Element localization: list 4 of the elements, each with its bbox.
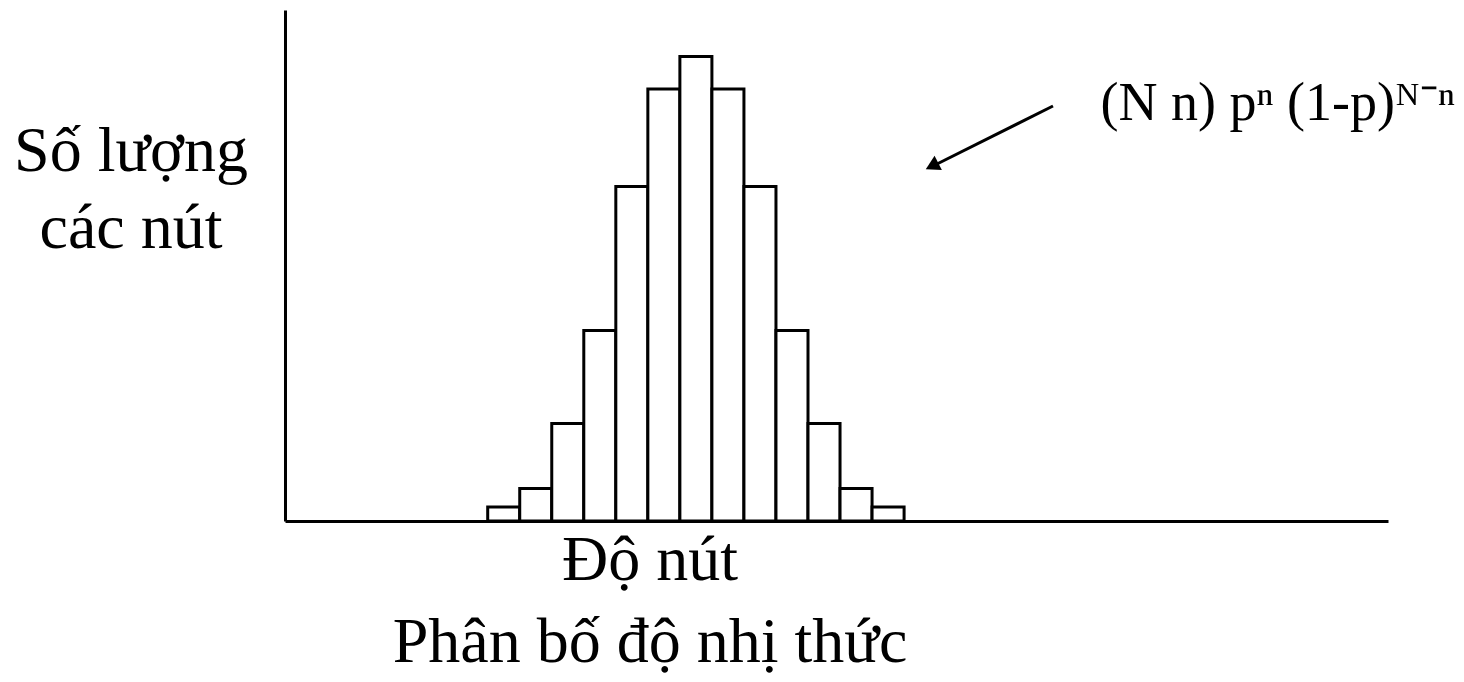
- x-axis-title: Độ nút: [562, 523, 739, 594]
- y-axis-title: Số lượng các nút: [14, 114, 248, 262]
- text: (N n) pⁿ (1-p)ᴺ⁻ⁿ: [1100, 72, 1455, 132]
- text: Phân bố độ nhị thức: [392, 605, 908, 676]
